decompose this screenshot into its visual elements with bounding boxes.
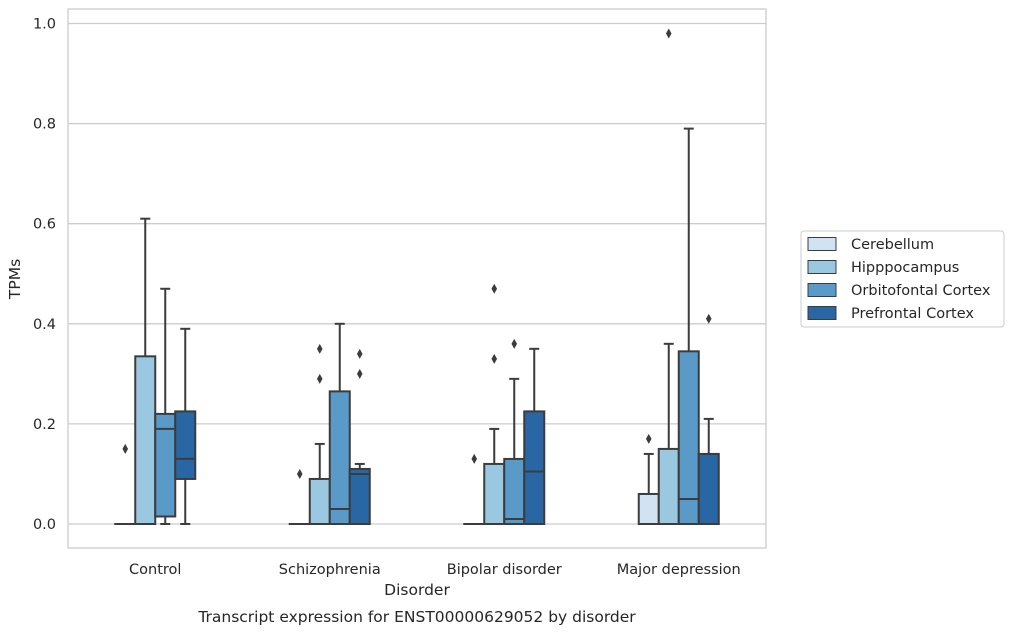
outlier-point [316,343,323,354]
x-axis-label: Disorder [384,581,450,599]
outlier-point [356,348,363,359]
y-tick-label: 0.6 [33,217,56,233]
box-group [114,217,197,526]
box-groups [114,28,720,526]
y-tick-label: 0.8 [33,117,56,133]
x-tick-label: Major depression [617,562,741,578]
outlier-point [296,468,303,479]
chart-caption: Transcript expression for ENST0000062905… [197,608,636,626]
legend-label: Orbitofontal Cortex [851,283,991,299]
y-tick-label: 0.4 [33,317,56,333]
x-tick-label: Schizophrenia [279,562,381,578]
box [503,457,526,525]
box [677,350,700,526]
box [174,410,197,480]
box [348,467,371,526]
outlier-point [471,453,478,464]
box [697,452,720,525]
legend-swatch [807,283,837,297]
x-tick-label: Control [129,562,181,578]
outlier-point [705,313,712,324]
x-tick-label: Bipolar disorder [447,562,562,578]
y-axis-label: TPMs [6,259,24,300]
legend-label: Prefrontal Cortex [851,306,974,322]
legend: Cerebellum Hipppocampus Orbitofontal Corte… [800,230,1005,328]
legend-frame [800,230,1005,328]
y-tick-label: 1.0 [33,17,56,33]
box [523,410,546,526]
outlier-point [316,373,323,384]
box-group [288,322,371,526]
legend-label: Hipppocampus [851,260,959,276]
y-tick-labels: 0.0 0.2 0.4 0.6 0.8 1.0 [33,17,56,534]
legend-label: Cerebellum [851,237,934,253]
box [134,355,157,525]
box [483,462,506,526]
outlier-point [491,283,498,294]
box [637,492,660,526]
outlier-point [356,368,363,379]
box-group [637,28,720,526]
box-group [463,283,546,526]
x-tick-labels: Control Schizophrenia Bipolar disorder Majo… [129,562,741,578]
outlier-point [511,338,518,349]
legend-swatch [807,306,837,320]
outlier-point [665,28,672,39]
box [328,390,351,525]
y-tick-label: 0.0 [33,517,56,533]
legend-swatch [807,237,837,251]
outlier-point [645,433,652,444]
box [308,477,331,525]
box [657,447,680,525]
y-tick-label: 0.2 [33,417,56,433]
outlier-point [122,443,129,454]
legend-swatch [807,260,837,274]
outlier-point [491,353,498,364]
